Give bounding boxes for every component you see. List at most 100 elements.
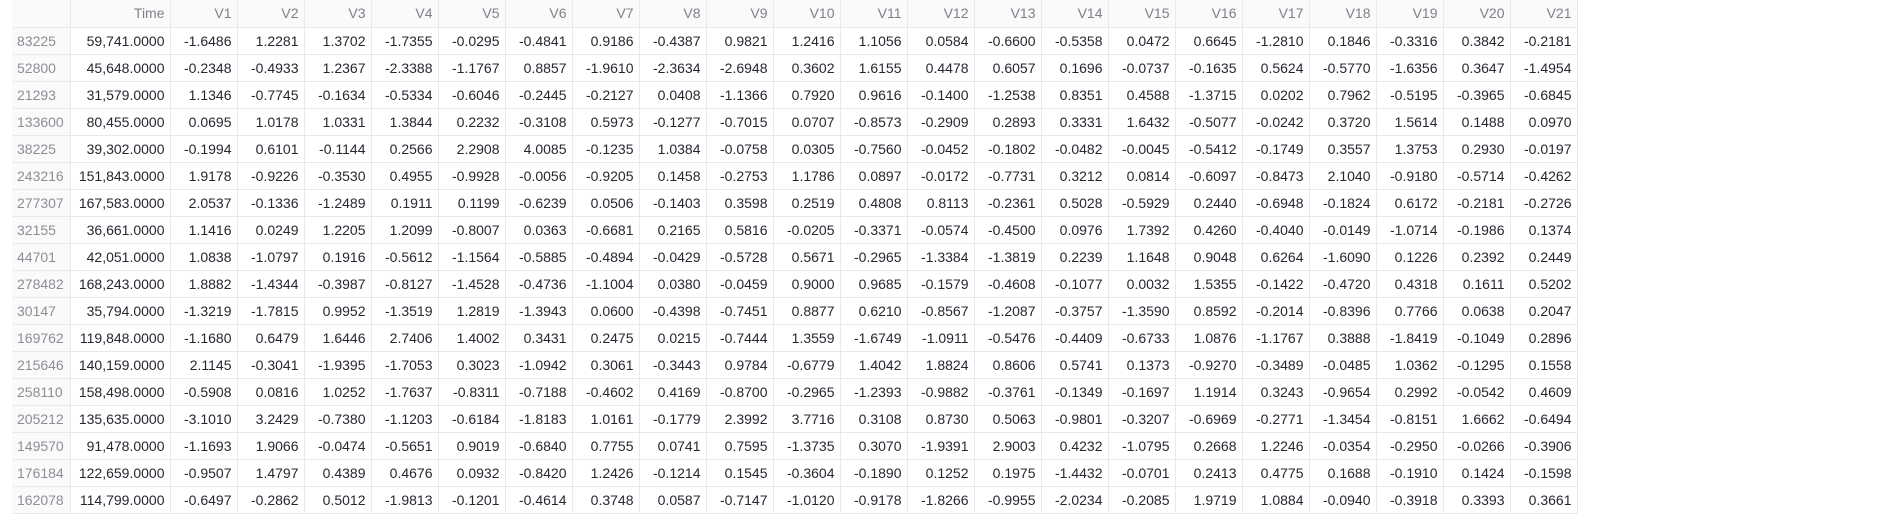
table-cell[interactable]: -1.6090: [1309, 243, 1377, 271]
table-cell[interactable]: 0.2566: [371, 135, 439, 163]
table-cell[interactable]: 0.5063: [974, 405, 1042, 433]
table-cell[interactable]: -0.4894: [572, 243, 640, 271]
table-cell[interactable]: 0.7766: [1376, 297, 1444, 325]
table-cell[interactable]: 2.0537: [170, 189, 238, 217]
table-cell[interactable]: -0.9882: [907, 378, 975, 406]
table-cell[interactable]: 0.2440: [1175, 189, 1243, 217]
table-row[interactable]: 44701 42,051.0000 1.0838 -1.0797 0.1916 -0.56…: [12, 243, 1578, 271]
table-cell[interactable]: -0.0542: [1443, 378, 1511, 406]
table-cell[interactable]: 0.0408: [639, 81, 707, 109]
table-cell[interactable]: 0.9019: [438, 432, 506, 460]
table-cell[interactable]: -0.7444: [706, 324, 774, 352]
table-cell[interactable]: -0.4602: [572, 378, 640, 406]
table-cell[interactable]: -0.3489: [1242, 351, 1310, 379]
table-cell[interactable]: 0.3070: [840, 432, 908, 460]
column-header-v20[interactable]: V20: [1443, 0, 1511, 28]
table-cell[interactable]: 0.2992: [1376, 378, 1444, 406]
table-cell[interactable]: -0.8420: [505, 459, 573, 487]
table-cell[interactable]: -0.3371: [840, 216, 908, 244]
table-cell[interactable]: -0.0459: [706, 270, 774, 298]
table-cell[interactable]: 0.3842: [1443, 27, 1511, 55]
table-cell[interactable]: -0.7731: [974, 162, 1042, 190]
table-cell[interactable]: -0.1910: [1376, 459, 1444, 487]
table-cell[interactable]: 1.3753: [1376, 135, 1444, 163]
table-cell[interactable]: 1.8882: [170, 270, 238, 298]
table-cell[interactable]: 1.0384: [639, 135, 707, 163]
table-cell[interactable]: 3.7716: [773, 405, 841, 433]
table-cell[interactable]: -1.0911: [907, 324, 975, 352]
table-cell[interactable]: 1.0884: [1242, 486, 1310, 514]
table-cell[interactable]: 1.0161: [572, 405, 640, 433]
column-header-v8[interactable]: V8: [639, 0, 707, 28]
table-cell[interactable]: -1.9610: [572, 54, 640, 82]
table-cell[interactable]: 0.9186: [572, 27, 640, 55]
table-cell[interactable]: 0.3243: [1242, 378, 1310, 406]
table-cell[interactable]: -2.6948: [706, 54, 774, 82]
table-cell[interactable]: 1.1648: [1108, 243, 1176, 271]
table-cell[interactable]: -1.9813: [371, 486, 439, 514]
table-cell[interactable]: -1.0795: [1108, 432, 1176, 460]
table-cell[interactable]: 140,159.0000: [70, 351, 171, 379]
table-cell[interactable]: -0.8473: [1242, 162, 1310, 190]
table-cell[interactable]: -0.0197: [1510, 135, 1578, 163]
table-cell[interactable]: 0.9048: [1175, 243, 1243, 271]
table-cell[interactable]: 2.2908: [438, 135, 506, 163]
table-cell[interactable]: -0.3604: [773, 459, 841, 487]
table-cell[interactable]: -0.1598: [1510, 459, 1578, 487]
table-cell[interactable]: -0.0482: [1041, 135, 1109, 163]
table-cell[interactable]: 1.0331: [304, 108, 372, 136]
table-cell[interactable]: 1.2205: [304, 216, 372, 244]
table-cell[interactable]: -0.7451: [706, 297, 774, 325]
table-cell[interactable]: 1.4797: [237, 459, 305, 487]
table-cell[interactable]: 0.3393: [1443, 486, 1511, 514]
table-cell[interactable]: 1.2246: [1242, 432, 1310, 460]
table-cell[interactable]: -1.1004: [572, 270, 640, 298]
table-cell[interactable]: -0.2085: [1108, 486, 1176, 514]
table-cell[interactable]: 0.3888: [1309, 324, 1377, 352]
table-cell[interactable]: 0.1545: [706, 459, 774, 487]
table-cell[interactable]: 1.0838: [170, 243, 238, 271]
table-cell[interactable]: 0.3108: [840, 405, 908, 433]
table-cell[interactable]: 1.3702: [304, 27, 372, 55]
table-cell[interactable]: -0.4608: [974, 270, 1042, 298]
table-cell[interactable]: -0.1986: [1443, 216, 1511, 244]
table-cell[interactable]: 0.9000: [773, 270, 841, 298]
table-cell[interactable]: 0.0249: [237, 216, 305, 244]
table-cell[interactable]: 0.1488: [1443, 108, 1511, 136]
table-cell[interactable]: -0.2862: [237, 486, 305, 514]
table-cell[interactable]: 0.6645: [1175, 27, 1243, 55]
table-cell[interactable]: -0.3207: [1108, 405, 1176, 433]
table-cell[interactable]: -0.0758: [706, 135, 774, 163]
table-cell[interactable]: -1.6749: [840, 324, 908, 352]
table-cell[interactable]: -0.0056: [505, 162, 573, 190]
table-cell[interactable]: -0.0452: [907, 135, 975, 163]
table-cell[interactable]: -0.0045: [1108, 135, 1176, 163]
table-cell[interactable]: 122,659.0000: [70, 459, 171, 487]
table-cell[interactable]: -1.2538: [974, 81, 1042, 109]
table-cell[interactable]: -0.8573: [840, 108, 908, 136]
table-cell[interactable]: -0.1077: [1041, 270, 1109, 298]
table-cell[interactable]: -1.0120: [773, 486, 841, 514]
table-cell[interactable]: -0.1144: [304, 135, 372, 163]
table-cell[interactable]: -0.6840: [505, 432, 573, 460]
table-cell[interactable]: -0.9226: [237, 162, 305, 190]
table-cell[interactable]: 2.1145: [170, 351, 238, 379]
table-cell[interactable]: -0.4841: [505, 27, 573, 55]
table-cell[interactable]: 1.7392: [1108, 216, 1176, 244]
table-row[interactable]: 83225 59,741.0000 -1.6486 1.2281 1.3702 -1.73…: [12, 27, 1578, 55]
table-cell[interactable]: -0.1824: [1309, 189, 1377, 217]
table-cell[interactable]: 0.0587: [639, 486, 707, 514]
table-cell[interactable]: -0.6184: [438, 405, 506, 433]
column-header-v10[interactable]: V10: [773, 0, 841, 28]
table-cell[interactable]: -1.4954: [1510, 54, 1578, 82]
table-cell[interactable]: -0.7188: [505, 378, 573, 406]
table-cell[interactable]: -0.2965: [840, 243, 908, 271]
table-cell[interactable]: 36,661.0000: [70, 216, 171, 244]
table-cell[interactable]: 0.1373: [1108, 351, 1176, 379]
table-cell[interactable]: 1.2099: [371, 216, 439, 244]
table-cell[interactable]: 1.0876: [1175, 324, 1243, 352]
table-cell[interactable]: 4.0085: [505, 135, 573, 163]
table-cell[interactable]: 80,455.0000: [70, 108, 171, 136]
table-cell[interactable]: 1.0178: [237, 108, 305, 136]
table-cell[interactable]: 0.0970: [1510, 108, 1578, 136]
